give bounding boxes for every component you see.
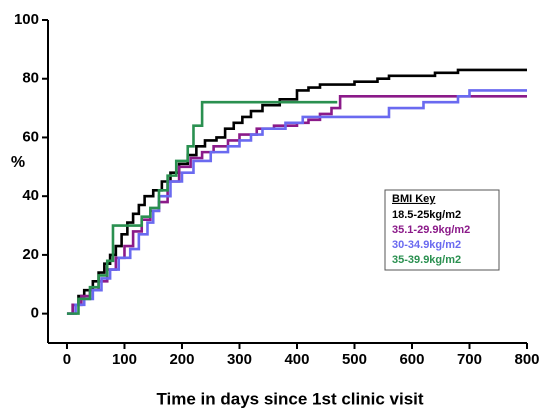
x-tick-label: 200 (169, 351, 194, 368)
x-tick-label: 0 (63, 351, 71, 368)
x-tick-label: 400 (284, 351, 309, 368)
legend-entry: 35-39.9kg/m2 (392, 254, 461, 266)
y-tick-label: 60 (22, 128, 39, 145)
y-tick-label: 40 (22, 187, 39, 204)
legend-entry: 18.5-25kg/m2 (392, 209, 461, 221)
legend-entry: 35.1-29.9kg/m2 (392, 224, 470, 236)
x-tick-label: 600 (399, 351, 424, 368)
series-line (66, 100, 338, 315)
x-tick-label: 700 (457, 351, 482, 368)
legend-box (384, 189, 500, 271)
y-axis-label: % (11, 154, 25, 171)
y-tick-label: 20 (22, 246, 39, 263)
legend-entry: 30-34.9kg/m2 (392, 239, 461, 251)
y-tick-label: 80 (22, 70, 39, 87)
legend-title: BMI Key (392, 193, 436, 205)
x-tick-label: 500 (342, 351, 367, 368)
x-tick-label: 300 (227, 351, 252, 368)
series-line (66, 89, 527, 315)
x-tick-label: 100 (112, 351, 137, 368)
y-tick-label: 100 (14, 11, 39, 28)
x-axis-label: Time in days since 1st clinic visit (156, 389, 423, 408)
x-tick-label: 800 (514, 351, 539, 368)
y-tick-label: 0 (31, 305, 39, 322)
